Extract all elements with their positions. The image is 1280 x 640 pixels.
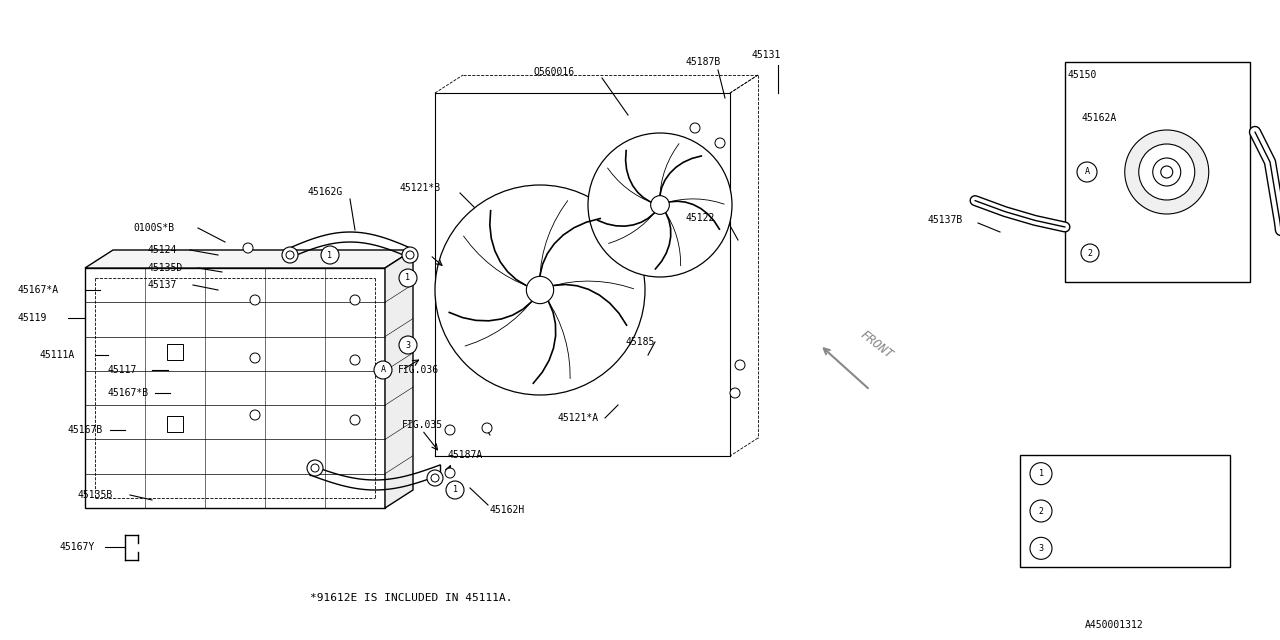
Circle shape — [483, 423, 492, 433]
Text: A: A — [380, 365, 385, 374]
Text: FRONT: FRONT — [858, 328, 896, 361]
Text: 1: 1 — [406, 273, 411, 282]
Circle shape — [1161, 166, 1172, 178]
Text: 45185: 45185 — [625, 337, 654, 347]
Bar — [1020, 455, 1230, 567]
Text: 45111A: 45111A — [40, 350, 76, 360]
Circle shape — [399, 269, 417, 287]
Bar — [84, 268, 385, 508]
Text: 45187B: 45187B — [685, 57, 721, 67]
Circle shape — [730, 388, 740, 398]
Text: 2: 2 — [1038, 506, 1043, 515]
Circle shape — [402, 247, 419, 263]
Text: 45162A: 45162A — [1082, 113, 1117, 123]
Circle shape — [1030, 500, 1052, 522]
Polygon shape — [385, 250, 413, 508]
Text: 45131: 45131 — [753, 50, 781, 60]
Circle shape — [250, 353, 260, 363]
Circle shape — [588, 133, 732, 277]
Circle shape — [285, 251, 294, 259]
Circle shape — [406, 251, 413, 259]
Circle shape — [435, 185, 645, 395]
Circle shape — [690, 123, 700, 133]
Circle shape — [399, 336, 417, 354]
Text: *91612E: *91612E — [1070, 543, 1117, 554]
Bar — [1065, 62, 1251, 282]
Text: 1: 1 — [328, 250, 333, 259]
Text: 45167*B: 45167*B — [108, 388, 150, 398]
Text: FIG.035: FIG.035 — [402, 420, 443, 430]
Circle shape — [311, 464, 319, 472]
Circle shape — [282, 247, 298, 263]
Circle shape — [250, 410, 260, 420]
Circle shape — [349, 355, 360, 365]
Text: 45167Y: 45167Y — [60, 542, 95, 552]
Circle shape — [716, 138, 724, 148]
Text: 45121*A: 45121*A — [558, 413, 599, 423]
Circle shape — [1030, 463, 1052, 484]
Text: 2: 2 — [1088, 248, 1093, 257]
Text: A: A — [1084, 168, 1089, 177]
Text: 45117: 45117 — [108, 365, 137, 375]
Text: W170064: W170064 — [1070, 468, 1117, 479]
Text: 45162H: 45162H — [490, 505, 525, 515]
Circle shape — [526, 276, 554, 303]
Text: 45137B: 45137B — [928, 215, 964, 225]
Circle shape — [1139, 144, 1194, 200]
Text: 3: 3 — [406, 340, 411, 349]
Text: 45187A: 45187A — [448, 450, 484, 460]
Circle shape — [321, 246, 339, 264]
Text: 0100S*B: 0100S*B — [133, 223, 174, 233]
Circle shape — [250, 295, 260, 305]
Circle shape — [445, 468, 454, 478]
Text: *91612E IS INCLUDED IN 45111A.: *91612E IS INCLUDED IN 45111A. — [310, 593, 512, 603]
Text: 3: 3 — [1038, 544, 1043, 553]
Circle shape — [1153, 158, 1180, 186]
Text: 45119: 45119 — [18, 313, 47, 323]
Text: A450001312: A450001312 — [1085, 620, 1144, 630]
Circle shape — [431, 474, 439, 482]
Circle shape — [1125, 130, 1208, 214]
Circle shape — [1030, 538, 1052, 559]
Circle shape — [735, 360, 745, 370]
Text: 45137: 45137 — [148, 280, 178, 290]
Polygon shape — [84, 250, 413, 268]
Circle shape — [1082, 244, 1100, 262]
Text: FIG.036: FIG.036 — [398, 365, 439, 375]
Circle shape — [243, 243, 253, 253]
Text: 45135D: 45135D — [148, 263, 183, 273]
Circle shape — [650, 196, 669, 214]
Bar — [166, 416, 183, 432]
Text: 45124: 45124 — [148, 245, 178, 255]
Bar — [166, 344, 183, 360]
Text: 45162G: 45162G — [308, 187, 343, 197]
Circle shape — [428, 470, 443, 486]
Text: Q560016: Q560016 — [532, 67, 575, 77]
Text: 45121*B: 45121*B — [399, 183, 442, 193]
Text: 1: 1 — [1038, 469, 1043, 478]
Text: 0100S*A: 0100S*A — [1070, 506, 1117, 516]
Text: 1: 1 — [453, 486, 457, 495]
Text: 45150: 45150 — [1068, 70, 1097, 80]
Circle shape — [349, 415, 360, 425]
Circle shape — [445, 425, 454, 435]
Circle shape — [374, 361, 392, 379]
Circle shape — [1076, 162, 1097, 182]
Text: 45135B: 45135B — [78, 490, 113, 500]
Circle shape — [445, 481, 465, 499]
Text: 45167B: 45167B — [68, 425, 104, 435]
Circle shape — [349, 295, 360, 305]
Text: 45122: 45122 — [685, 213, 714, 223]
Text: 45167*A: 45167*A — [18, 285, 59, 295]
Circle shape — [307, 460, 323, 476]
